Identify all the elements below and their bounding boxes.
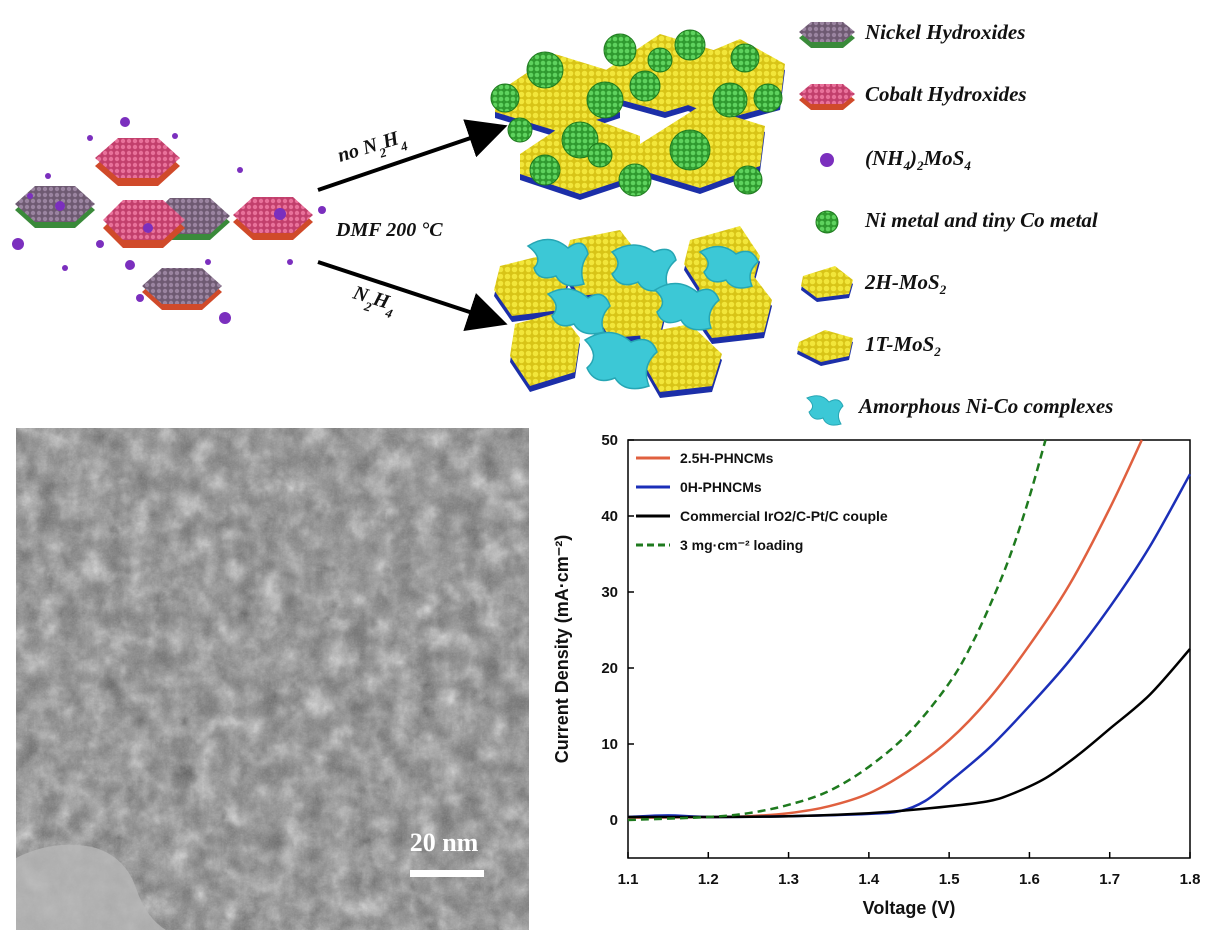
x-tick-label: 1.4 [858, 871, 880, 888]
cobalt-hydroxide-icon [799, 84, 855, 110]
tem-micrograph [16, 428, 529, 930]
synthesis-scheme: no N2H4 DMF 200 °C N2H4 [12, 29, 785, 398]
y-tick-label: 40 [601, 508, 618, 525]
chart-series [627, 439, 1192, 822]
plot-frame [627, 439, 1191, 859]
condition-no-n2h4: no N2H4 [335, 125, 410, 172]
series-line-0 [627, 439, 1143, 819]
legend-cobalt-hydroxides: Cobalt Hydroxides [795, 76, 1200, 116]
y-tick-label: 50 [601, 432, 618, 449]
chart-axes: 1.1 1.2 1.3 1.4 1.5 1.6 1.7 1.8 0 10 20 30 40 50 [601, 432, 1200, 888]
legend-2h-mos2: 2H-MoS2 [795, 264, 1200, 304]
condition-dmf: DMF 200 °C [335, 219, 443, 241]
arrow-hydrazine [317, 260, 508, 331]
legend-label-0: 2.5H-PHNCMs [680, 450, 774, 466]
scale-bar-label: 20 nm [409, 828, 479, 857]
x-tick-label: 1.8 [1180, 871, 1201, 888]
chart-legend: 2.5H-PHNCMs 0H-PHNCMs Commercial IrO2/C-Pt… [636, 450, 888, 553]
legend-nickel-hydroxides: Nickel Hydroxides [795, 14, 1200, 54]
x-axis-label: Voltage (V) [863, 898, 956, 918]
legend-1t-mos2: 1T-MoS2 [795, 326, 1200, 366]
amorphous-complex-icon [806, 395, 844, 426]
legend-label-1: 0H-PHNCMs [680, 479, 762, 495]
cobalt-hexagon-top [95, 138, 180, 186]
x-tick-label: 1.7 [1099, 871, 1120, 888]
nickel-hexagon-left [15, 186, 95, 228]
x-tick-label: 1.2 [698, 871, 719, 888]
ammonium-thiomolybdate-icon [820, 153, 834, 167]
series-line-1 [627, 473, 1192, 819]
arrow-no-hydrazine [317, 119, 508, 192]
ammonium-molecules [12, 117, 326, 324]
precursor-cluster [12, 117, 326, 324]
series-line-3 [627, 439, 1047, 822]
polarization-chart: 1.1 1.2 1.3 1.4 1.5 1.6 1.7 1.8 0 10 20 30 40 50 2.5H… [552, 432, 1200, 918]
tem-texture [16, 428, 529, 930]
nickel-hydroxide-icon [799, 22, 855, 48]
product-2h-mos2-with-ni-metal [490, 29, 785, 200]
legend-ammonium-thiomolybdate: (NH4)2MoS4 [795, 140, 1200, 180]
legend-label-3: 3 mg·cm⁻² loading [680, 537, 803, 553]
cobalt-hexagon-right [233, 197, 313, 240]
nickel-hexagon-bottom [142, 268, 222, 310]
scale-bar [410, 870, 484, 877]
y-tick-label: 10 [601, 736, 618, 753]
legend-amorphous-complexes: Amorphous Ni-Co complexes [795, 388, 1200, 428]
x-tick-label: 1.5 [939, 871, 960, 888]
x-tick-label: 1.6 [1019, 871, 1040, 888]
metal-particle-icon [815, 210, 839, 234]
x-tick-label: 1.1 [618, 871, 639, 888]
legend-ni-co-metal: Ni metal and tiny Co metal [795, 202, 1200, 242]
1t-mos2-icon [797, 330, 853, 366]
legend-label-2: Commercial IrO2/C-Pt/C couple [680, 508, 888, 524]
y-tick-label: 20 [601, 660, 618, 677]
y-tick-label: 30 [601, 584, 618, 601]
series-line-2 [627, 648, 1191, 819]
x-tick-label: 1.3 [778, 871, 799, 888]
y-tick-label: 0 [610, 812, 618, 829]
2h-mos2-icon [801, 266, 853, 302]
product-1t-mos2-with-amorphous-complexes [494, 226, 772, 398]
y-axis-label: Current Density (mA·cm⁻²) [552, 535, 572, 764]
